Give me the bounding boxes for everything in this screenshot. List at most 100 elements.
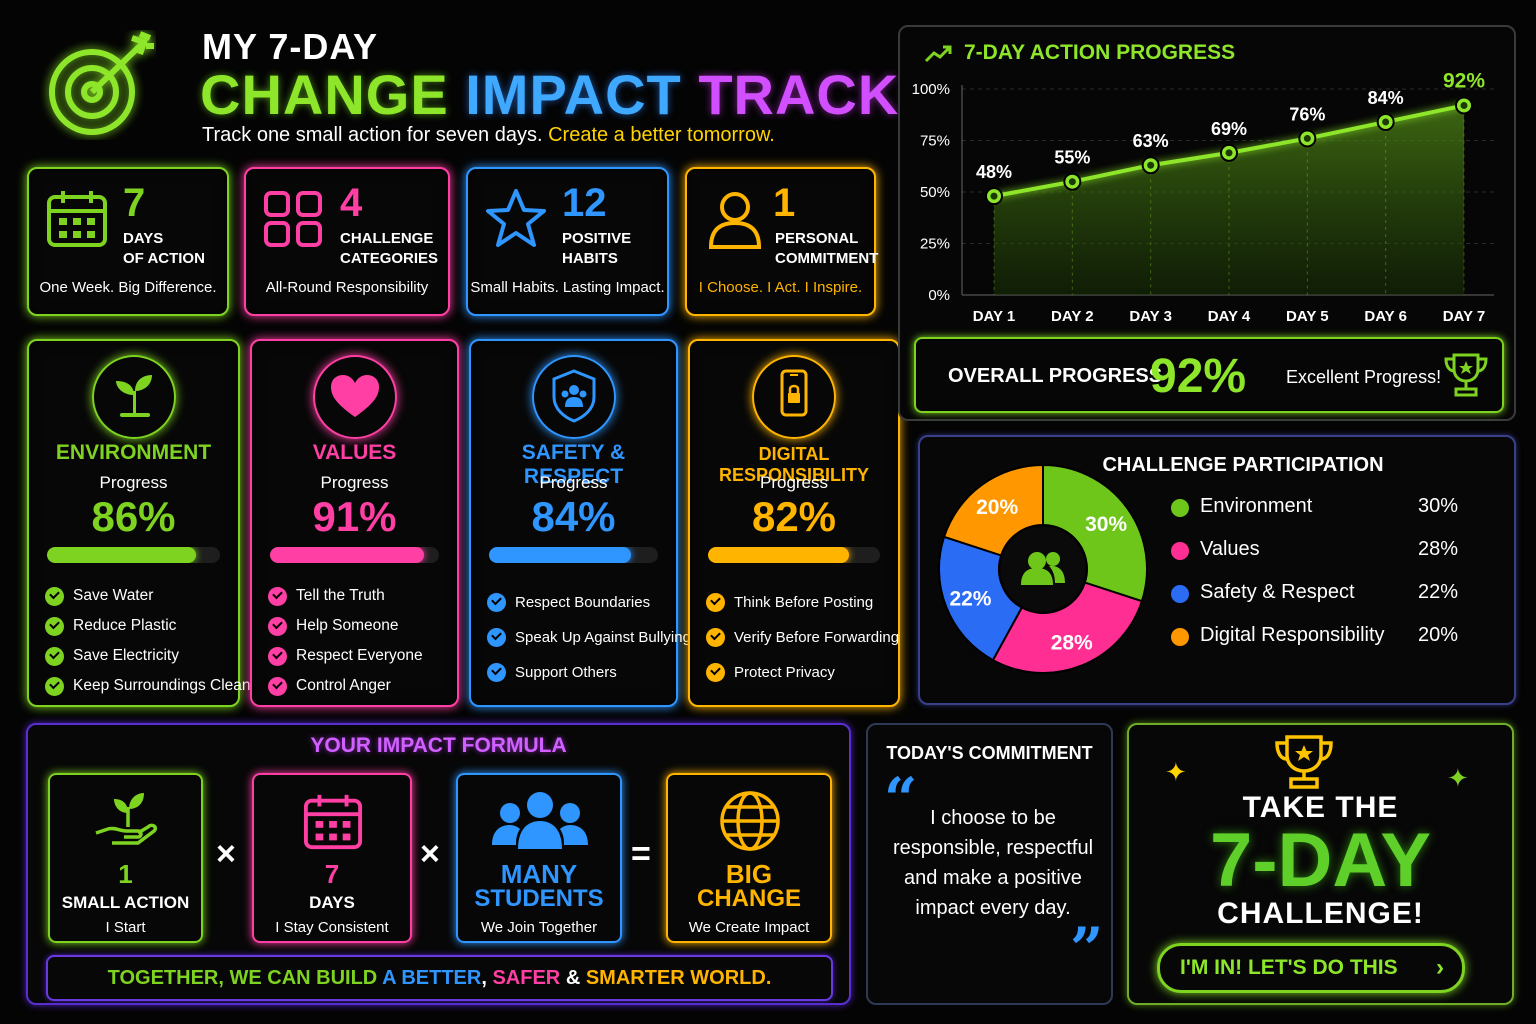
globe-icon (718, 789, 782, 858)
category-card-safety: SAFETY & RESPECT Progress 84% Respect Bo… (469, 339, 691, 707)
stat-label: DAYS OF ACTION (123, 230, 205, 267)
x-tick-label: DAY 2 (1051, 308, 1094, 325)
stat-tagline: One Week. Big Difference. (39, 279, 217, 296)
page-subtitle: Track one small action for seven days. C… (202, 124, 775, 147)
formula-block-small-action: 1 SMALL ACTION I Start (48, 773, 203, 943)
formula-value: BIG (725, 859, 773, 889)
check-icon (45, 616, 64, 636)
check-icon (487, 593, 506, 612)
participation-panel: CHALLENGE PARTICIPATION 30% 28% 22% 20% Env… (918, 435, 1516, 705)
category-card-digital: DIGITAL RESPONSIBILITY Progress 82% Thin… (688, 339, 900, 707)
formula-sub: I Start (105, 919, 146, 936)
x-tick-label: DAY 4 (1208, 308, 1251, 325)
category-card-environment: ENVIRONMENT Progress 86% Save Water Redu… (27, 339, 251, 707)
data-point-center (1382, 118, 1390, 126)
join-challenge-label: I'M IN! LET'S DO THIS (1180, 956, 1398, 979)
sparkle-icon: ✦ (1447, 763, 1469, 793)
progress-bar-fill (489, 547, 631, 563)
target-logo-icon (36, 30, 156, 140)
cta-line1: TAKE THE (1242, 791, 1399, 824)
times-operator: × (420, 835, 440, 873)
close-quote-icon: ” (1070, 915, 1104, 983)
participation-legend: Environment 30% Values 28% Safety & Respec… (1168, 495, 1458, 667)
slice-label: 20% (976, 496, 1018, 519)
check-icon (268, 646, 287, 666)
check-icon (45, 646, 64, 666)
stat-tagline: I Choose. I Act. I Inspire. (698, 279, 863, 296)
trophy-icon (1269, 731, 1339, 798)
stat-card-commitment: 1 PERSONAL COMMITMENT I Choose. I Act. I … (685, 167, 878, 316)
habit-list: Tell the Truth Help Someone Respect Ever… (268, 581, 423, 701)
donut-slice (942, 463, 1044, 557)
list-item: Support Others (487, 655, 691, 690)
progress-bar (47, 547, 220, 563)
category-card-values: VALUES Progress 91% Tell the Truth Help … (250, 339, 459, 707)
page-title-line1: MY 7-DAY (202, 26, 379, 67)
commitment-text: I choose to be responsible, respectful a… (892, 807, 1094, 919)
y-tick-label: 0% (928, 287, 950, 304)
formula-slogan: TOGETHER, WE CAN BUILD A BETTER, SAFER &… (46, 955, 833, 1001)
habit-list: Respect Boundaries Speak Up Against Bull… (487, 585, 691, 690)
formula-word: SMALL ACTION (61, 893, 190, 912)
sparkle-icon: ✦ (1165, 757, 1187, 787)
list-item: Speak Up Against Bullying (487, 620, 691, 655)
progress-bar (489, 547, 658, 563)
x-tick-label: DAY 1 (973, 308, 1016, 325)
stat-number: 1 (773, 181, 796, 225)
grid-icon (262, 187, 326, 251)
star-icon (484, 187, 548, 251)
list-item: Respect Everyone (268, 641, 423, 671)
list-item: Save Water (45, 581, 251, 611)
calendar-icon (302, 791, 364, 856)
formula-block-students: MANY STUDENTS We Join Together (456, 773, 622, 943)
formula-word: STUDENTS (474, 885, 604, 912)
calendar-icon (45, 187, 109, 251)
subtitle-text: Track one small action for seven days. (202, 124, 543, 146)
stat-tagline: All-Round Responsibility (265, 279, 429, 296)
commitment-title: TODAY'S COMMITMENT (886, 743, 1093, 763)
progress-bar (708, 547, 880, 563)
data-point-center (1303, 134, 1311, 142)
legend-item: Environment 30% (1168, 495, 1458, 538)
donut-slice (938, 535, 1024, 662)
check-icon (45, 586, 64, 606)
legend-item: Safety & Respect 22% (1168, 581, 1458, 624)
data-label: 76% (1289, 104, 1325, 124)
commitment-panel: TODAY'S COMMITMENT “ I choose to be resp… (866, 723, 1113, 1005)
data-label: 69% (1211, 119, 1247, 139)
progress-label: Progress (759, 473, 829, 492)
x-tick-label: DAY 3 (1129, 308, 1172, 325)
stat-card-categories: 4 CHALLENGE CATEGORIES All-Round Responsi… (244, 167, 450, 316)
check-icon (706, 628, 725, 647)
list-item: Help Someone (268, 611, 423, 641)
stat-label: POSITIVE HABITS (562, 230, 632, 267)
heart-icon (312, 355, 397, 439)
legend-dot (1171, 499, 1189, 517)
challenge-cta-panel: ✦ ✦ TAKE THE 7-DAY CHALLENGE! I'M IN! LE… (1127, 723, 1514, 1005)
legend-dot (1171, 585, 1189, 603)
check-icon (706, 663, 725, 682)
progress-line-chart: 0% 25% 50% 75% 100% 48% DAY 1 55% DAY 2 63% DAY 3 6… (912, 69, 1494, 325)
data-label: 63% (1133, 131, 1169, 151)
stat-card-days: 7 DAYS OF ACTION One Week. Big Difference… (27, 167, 229, 316)
progress-chart-panel: 7-DAY ACTION PROGRESS 0% 25% 50% 75% 100% 48%… (898, 25, 1516, 421)
y-tick-label: 50% (920, 184, 950, 201)
slice-label: 22% (949, 588, 991, 611)
list-item: Keep Surroundings Clean (45, 671, 251, 701)
overall-progress-note: Excellent Progress! (1286, 367, 1442, 387)
impact-formula-panel: YOUR IMPACT FORMULA 1 SMALL ACTION I Sta… (26, 723, 851, 1005)
formula-sub: We Join Together (480, 919, 598, 936)
data-label: 84% (1368, 88, 1404, 108)
formula-word: DAYS (309, 893, 355, 912)
progress-label: Progress (320, 473, 389, 492)
chart-title: 7-DAY ACTION PROGRESS (964, 41, 1236, 64)
x-tick-label: DAY 6 (1364, 308, 1407, 325)
check-icon (268, 616, 287, 636)
area-fill (994, 105, 1464, 295)
progress-percent: 91% (312, 493, 397, 540)
join-challenge-button[interactable]: I'M IN! LET'S DO THIS › (1157, 943, 1465, 993)
stat-tagline: Small Habits. Lasting Impact. (470, 279, 665, 296)
subtitle-highlight: Create a better tomorrow. (548, 124, 775, 146)
progress-bar-fill (47, 547, 196, 563)
donut-slice (991, 581, 1144, 674)
